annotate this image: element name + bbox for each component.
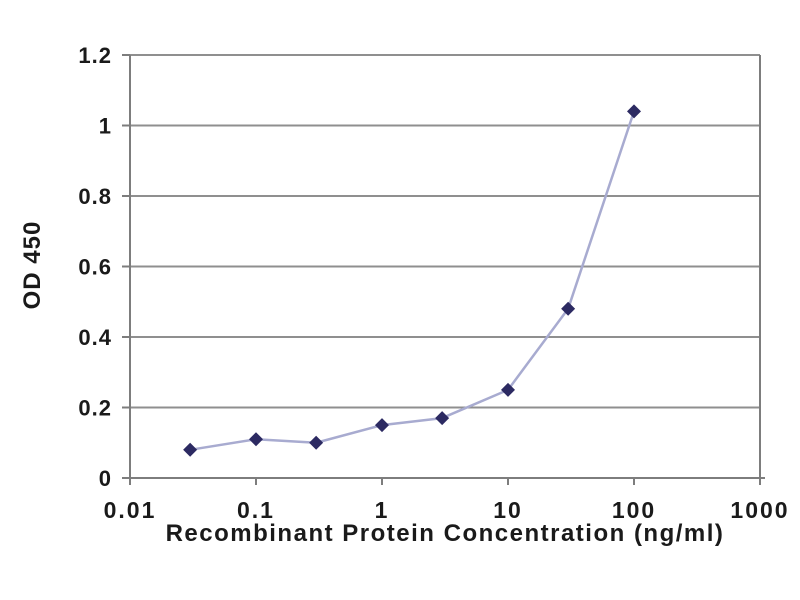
y-tick-label: 0.8 [78, 184, 112, 209]
x-tick-label: 10 [493, 497, 523, 523]
data-point-marker [183, 442, 198, 457]
y-tick-label: 0 [99, 466, 112, 491]
x-tick-label: 1000 [730, 497, 789, 523]
x-tick-label: 0.01 [104, 497, 157, 523]
data-point-marker [435, 411, 450, 426]
y-tick-label: 1 [99, 114, 112, 139]
x-axis-title: Recombinant Protein Concentration (ng/ml… [165, 520, 725, 547]
data-point-marker [249, 432, 263, 447]
y-tick-label: 0.6 [78, 255, 112, 280]
x-tick-label: 0.1 [237, 497, 275, 523]
data-point-marker [627, 104, 641, 119]
data-point-marker [501, 382, 515, 397]
x-tick-label: 100 [612, 497, 656, 523]
data-point-marker [561, 301, 576, 316]
y-tick-label: 1.2 [78, 43, 112, 68]
x-tick-label: 1 [375, 497, 390, 523]
y-tick-label: 0.4 [78, 325, 112, 350]
y-axis-title: OD 450 [19, 220, 46, 310]
data-line [189, 111, 636, 452]
data-point-marker [309, 435, 324, 450]
data-point-marker [375, 418, 389, 433]
y-tick-label: 0.2 [78, 396, 112, 421]
